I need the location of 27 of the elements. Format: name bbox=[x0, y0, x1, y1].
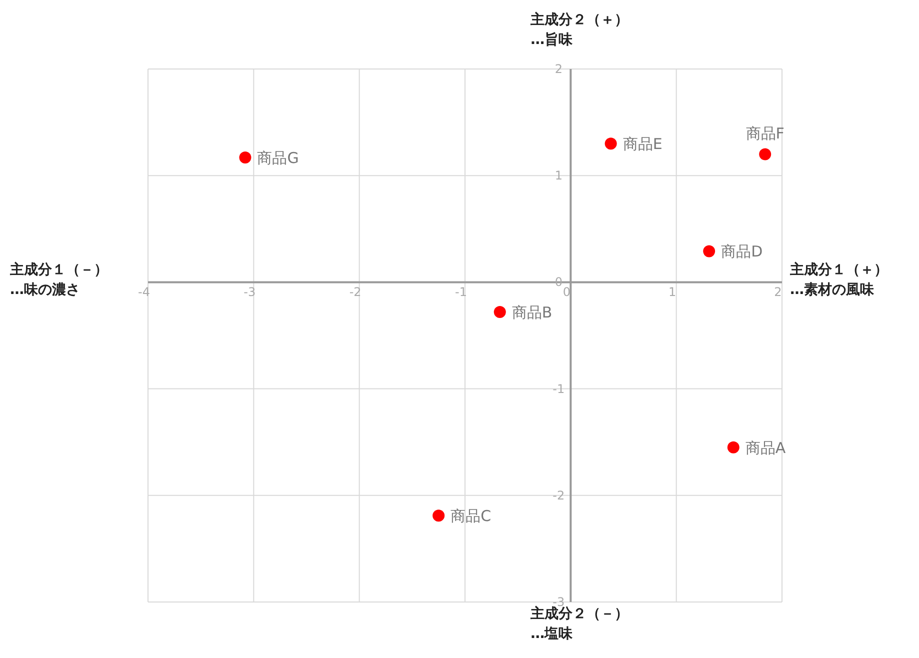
annotation: 商品C bbox=[450, 506, 492, 525]
point bbox=[494, 306, 506, 318]
x-tick-label: -2 bbox=[349, 285, 362, 300]
point bbox=[759, 148, 772, 160]
text: 主成分１（－） …味の濃さ bbox=[10, 260, 108, 300]
x-tick-label: -1 bbox=[455, 285, 467, 300]
annotation: 商品D bbox=[721, 242, 763, 261]
point bbox=[703, 245, 716, 258]
x-axis-title: 主成分１（＋） …素材の風味 bbox=[790, 260, 888, 300]
x-tick-label: 1 bbox=[668, 285, 676, 300]
annotation: 商品B bbox=[512, 303, 552, 322]
point bbox=[432, 510, 445, 522]
annotation: 商品E bbox=[622, 134, 662, 153]
x-tick-label: -4 bbox=[138, 285, 150, 300]
annotation: 商品G bbox=[257, 148, 299, 167]
annotation: 商品A bbox=[745, 438, 786, 457]
x-tick-label: 2 bbox=[774, 285, 782, 300]
annotation: 商品F bbox=[746, 124, 784, 142]
point bbox=[239, 151, 252, 164]
y-tick-label: -1 bbox=[552, 382, 565, 396]
y-tick-label: 1 bbox=[554, 168, 562, 183]
point bbox=[604, 138, 617, 150]
point bbox=[727, 441, 740, 454]
y-axis-title: 主成分２（＋） …旨味 bbox=[530, 10, 629, 50]
y-tick-label: -2 bbox=[552, 488, 565, 502]
x-tick-label: -3 bbox=[244, 285, 256, 300]
y-tick-label: 2 bbox=[554, 62, 562, 76]
